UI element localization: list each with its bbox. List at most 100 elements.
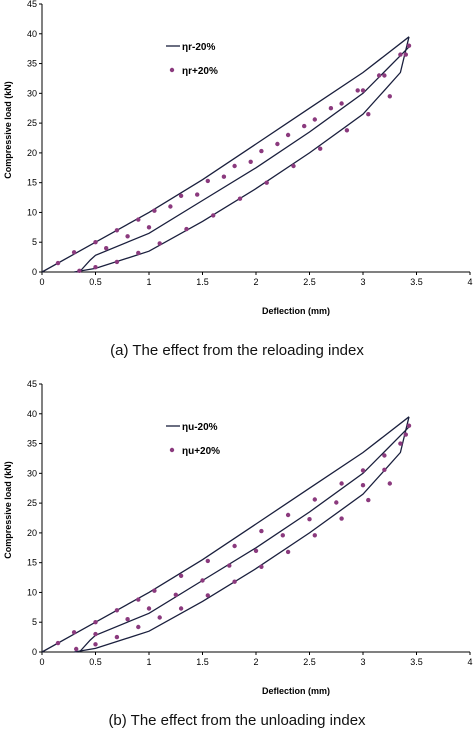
x-tick-label: 1	[146, 277, 151, 287]
y-tick-label: 40	[27, 409, 37, 419]
data-point	[205, 558, 210, 564]
legend-label: ηr-20%	[182, 42, 215, 53]
y-tick-label: 20	[27, 148, 37, 158]
data-point	[285, 549, 291, 555]
y-tick-label: 10	[27, 587, 37, 597]
data-point	[232, 579, 237, 584]
y-tick-label: 20	[27, 528, 37, 538]
x-tick-label: 4	[467, 657, 472, 667]
data-point	[376, 73, 382, 78]
data-point	[302, 123, 307, 129]
chart-b: 0 5 10 15 20 25 30 35 40 45 0 0.5 1 1.5 2 2.5 3 3.5 4 Defle…	[3, 380, 473, 696]
x-tick-label: 2	[253, 277, 258, 287]
x-tick-label: 1.5	[196, 277, 209, 287]
data-point	[259, 564, 264, 569]
data-point	[259, 528, 264, 534]
data-point	[360, 468, 366, 473]
x-tick-label: 3.5	[410, 657, 423, 667]
x-tick-label: 1	[146, 657, 151, 667]
data-point	[406, 43, 412, 48]
data-point	[93, 240, 98, 245]
data-point	[328, 106, 334, 111]
series-line	[41, 36, 410, 273]
data-point	[285, 132, 291, 138]
x-tick-label: 3.5	[410, 277, 423, 287]
data-point	[55, 640, 61, 646]
data-point	[178, 573, 184, 578]
x-tick-label: 0	[39, 277, 44, 287]
data-point	[344, 128, 350, 133]
data-point	[77, 268, 82, 273]
data-point	[285, 512, 291, 518]
data-point	[74, 646, 79, 652]
y-tick-label: 15	[27, 178, 37, 188]
data-point	[136, 597, 141, 602]
data-point	[312, 533, 317, 538]
x-axis-label: Deflection (mm)	[262, 306, 330, 316]
data-point	[211, 213, 216, 218]
data-point	[248, 159, 253, 164]
x-tick-label: 2	[253, 657, 258, 667]
data-point	[205, 178, 210, 184]
series-line	[41, 416, 410, 653]
legend-label: ηr+20%	[182, 66, 218, 77]
x-tick-label: 2.5	[303, 657, 316, 667]
data-point	[382, 453, 387, 458]
series-line	[73, 36, 410, 273]
data-point	[339, 516, 344, 521]
x-tick-label: 1.5	[196, 657, 209, 667]
legend-marker-swatch	[169, 447, 175, 453]
y-tick-label: 25	[27, 498, 37, 508]
data-point	[382, 467, 387, 472]
data-point	[237, 196, 243, 201]
data-point	[146, 606, 152, 611]
y-tick-label: 15	[27, 558, 37, 568]
x-tick-label: 3	[360, 657, 365, 667]
data-point	[114, 634, 120, 640]
data-point	[387, 94, 392, 99]
data-point	[195, 192, 200, 197]
data-point	[71, 250, 77, 255]
data-point	[382, 73, 387, 78]
data-point	[93, 265, 98, 270]
data-point	[253, 548, 259, 553]
data-point	[200, 578, 205, 583]
data-point	[360, 483, 366, 488]
data-point	[205, 593, 210, 598]
x-tick-label: 4	[467, 277, 472, 287]
x-tick-label: 2.5	[303, 277, 316, 287]
data-point	[152, 588, 157, 593]
data-point	[114, 259, 120, 265]
data-point	[55, 260, 61, 266]
caption-unloading-index: (b) The effect from the unloading index	[108, 712, 366, 729]
data-point	[173, 592, 178, 597]
data-point	[312, 497, 317, 502]
y-tick-label: 45	[27, 0, 37, 9]
data-point	[146, 225, 152, 230]
y-tick-label: 5	[32, 617, 37, 627]
x-axis-label: Deflection (mm)	[262, 686, 330, 696]
data-point	[291, 163, 296, 169]
data-point	[366, 112, 371, 117]
x-tick-label: 0	[39, 657, 44, 667]
data-point	[221, 174, 227, 179]
data-point	[360, 88, 366, 93]
data-point	[355, 88, 360, 93]
data-point	[93, 620, 98, 625]
data-point	[264, 180, 269, 185]
data-point	[398, 52, 403, 57]
data-point	[307, 517, 312, 522]
data-point	[227, 563, 232, 568]
data-point	[168, 204, 173, 209]
data-point	[136, 624, 141, 630]
data-point	[93, 631, 98, 637]
data-point	[259, 148, 264, 154]
x-tick-label: 3	[360, 277, 365, 287]
data-point	[104, 246, 109, 251]
y-tick-label: 5	[32, 237, 37, 247]
data-point	[312, 117, 317, 122]
data-point	[403, 432, 408, 437]
data-point	[178, 193, 184, 198]
data-point	[334, 500, 339, 505]
y-tick-label: 10	[27, 207, 37, 217]
